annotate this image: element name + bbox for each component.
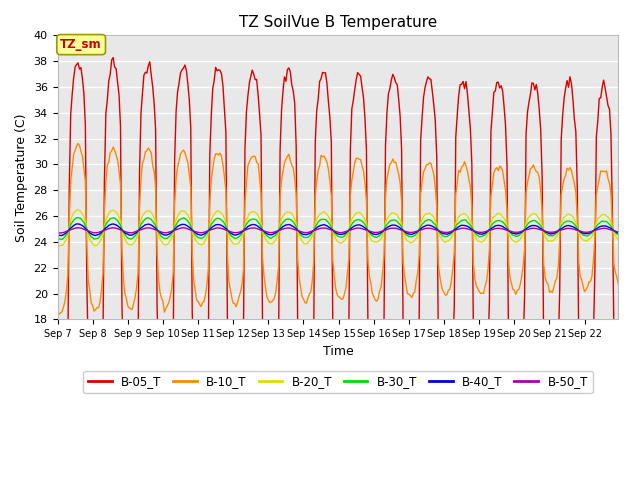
B-20_T [76,207,83,213]
B-10_T [93,305,101,311]
B-05_T [90,409,98,415]
B-30_T [613,231,621,237]
B-40_T [56,233,64,239]
B-10_T [456,169,464,175]
B-30_T [76,215,83,221]
B-40_T [540,228,547,233]
B-20_T [345,229,353,235]
B-20_T [456,212,464,218]
X-axis label: Time: Time [323,345,353,358]
Line: B-50_T: B-50_T [58,228,618,233]
B-40_T [614,230,622,236]
B-30_T [74,215,82,220]
B-10_T [345,255,353,261]
B-20_T [74,206,82,212]
B-05_T [73,61,81,67]
B-05_T [540,335,547,340]
B-10_T [614,281,622,287]
B-50_T [540,228,547,233]
B-20_T [93,242,101,248]
Line: B-10_T: B-10_T [58,144,618,314]
B-40_T [109,221,117,227]
Line: B-20_T: B-20_T [58,209,618,246]
B-50_T [56,230,64,236]
B-20_T [54,241,61,247]
B-10_T [55,312,63,317]
Legend: B-05_T, B-10_T, B-20_T, B-30_T, B-40_T, B-50_T: B-05_T, B-10_T, B-20_T, B-30_T, B-40_T, … [83,371,593,393]
B-30_T [345,228,353,233]
B-30_T [93,236,101,241]
B-40_T [345,227,353,233]
B-10_T [76,143,83,148]
B-50_T [456,226,464,231]
B-30_T [614,231,622,237]
B-10_T [613,274,621,280]
Line: B-30_T: B-30_T [58,217,618,240]
B-40_T [456,223,464,229]
Y-axis label: Soil Temperature (C): Soil Temperature (C) [15,113,28,241]
B-40_T [74,221,82,227]
B-50_T [180,225,188,231]
B-05_T [614,378,622,384]
B-10_T [540,261,547,267]
B-20_T [55,243,63,249]
B-10_T [74,141,82,146]
B-20_T [613,235,621,241]
B-05_T [109,55,117,60]
B-05_T [613,368,621,374]
B-50_T [614,229,622,235]
B-50_T [74,225,82,231]
B-05_T [456,82,464,87]
B-50_T [92,230,99,236]
Line: B-05_T: B-05_T [58,58,618,414]
B-05_T [93,411,101,417]
B-30_T [54,235,61,241]
B-30_T [456,219,464,225]
Line: B-40_T: B-40_T [58,224,618,236]
B-30_T [58,237,66,242]
Title: TZ SoilVue B Temperature: TZ SoilVue B Temperature [239,15,437,30]
B-40_T [613,229,621,235]
B-50_T [54,229,61,235]
B-40_T [54,232,61,238]
B-20_T [540,229,547,235]
B-40_T [92,233,99,239]
B-20_T [614,237,622,242]
B-50_T [613,228,621,234]
B-05_T [54,394,61,400]
B-30_T [540,228,547,233]
B-50_T [345,228,353,233]
B-05_T [345,321,353,326]
Text: TZ_sm: TZ_sm [60,38,102,51]
B-10_T [54,311,61,316]
